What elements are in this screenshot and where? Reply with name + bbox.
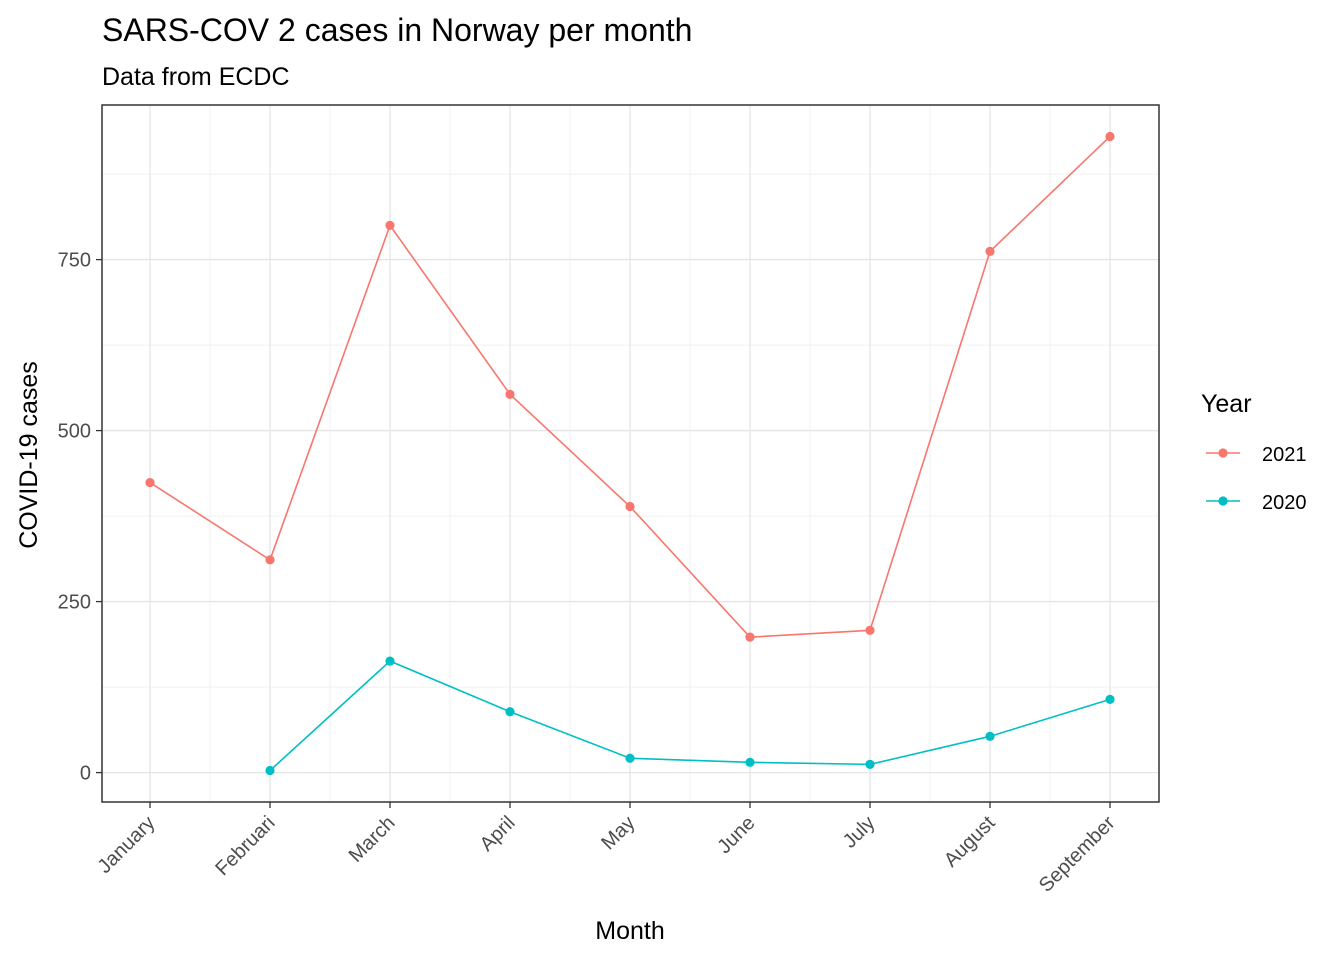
chart-subtitle: Data from ECDC xyxy=(102,63,290,91)
chart-title: SARS-COV 2 cases in Norway per month xyxy=(102,12,692,48)
data-point-2021 xyxy=(865,625,875,635)
legend-title: Year xyxy=(1201,390,1252,418)
legend-key-point xyxy=(1218,448,1228,458)
major-gridlines xyxy=(102,105,1159,802)
x-tick-label: January xyxy=(94,812,160,878)
data-point-2021 xyxy=(625,501,635,512)
data-point-2020 xyxy=(745,757,755,767)
x-tick-label: July xyxy=(839,812,880,853)
y-axis: 0 250 500 750 xyxy=(58,250,102,785)
data-point-2021 xyxy=(1105,131,1115,142)
data-point-2020 xyxy=(265,765,275,776)
data-point-2020 xyxy=(385,656,395,666)
legend-label-2021: 2021 xyxy=(1262,444,1307,466)
data-point-2021 xyxy=(745,632,755,642)
y-tick-label: 500 xyxy=(58,421,91,443)
x-tick-label: September xyxy=(1035,812,1120,897)
data-point-2020 xyxy=(625,753,635,763)
series-line-2020 xyxy=(269,660,1111,772)
x-tick-label: Februari xyxy=(211,812,279,880)
x-tick-label: August xyxy=(940,812,1000,872)
y-tick-label: 750 xyxy=(58,250,91,272)
data-point-2021 xyxy=(985,246,995,256)
data-point-2020 xyxy=(865,759,875,769)
data-point-2021 xyxy=(145,477,155,488)
legend-key-point xyxy=(1218,496,1228,506)
data-point-2020 xyxy=(505,707,515,717)
y-tick-label: 250 xyxy=(58,592,91,614)
x-tick-label: June xyxy=(713,812,759,858)
data-point-2020 xyxy=(1105,694,1115,704)
legend: Year 2021 2020 xyxy=(1201,390,1307,514)
data-point-2020 xyxy=(985,731,995,741)
y-tick-label: 0 xyxy=(80,763,91,785)
legend-label-2020: 2020 xyxy=(1262,492,1307,514)
data-point-2021 xyxy=(265,555,275,565)
data-point-2021 xyxy=(505,389,515,399)
x-axis: January Februari March April May June July Augu… xyxy=(94,802,1120,897)
x-axis-title: Month xyxy=(595,917,664,945)
x-tick-label: March xyxy=(345,812,400,867)
x-tick-label: April xyxy=(476,812,520,856)
x-tick-label: May xyxy=(597,812,639,854)
data-point-2021 xyxy=(385,220,395,230)
series-points xyxy=(145,131,1115,776)
y-axis-title: COVID-19 cases xyxy=(15,361,43,549)
